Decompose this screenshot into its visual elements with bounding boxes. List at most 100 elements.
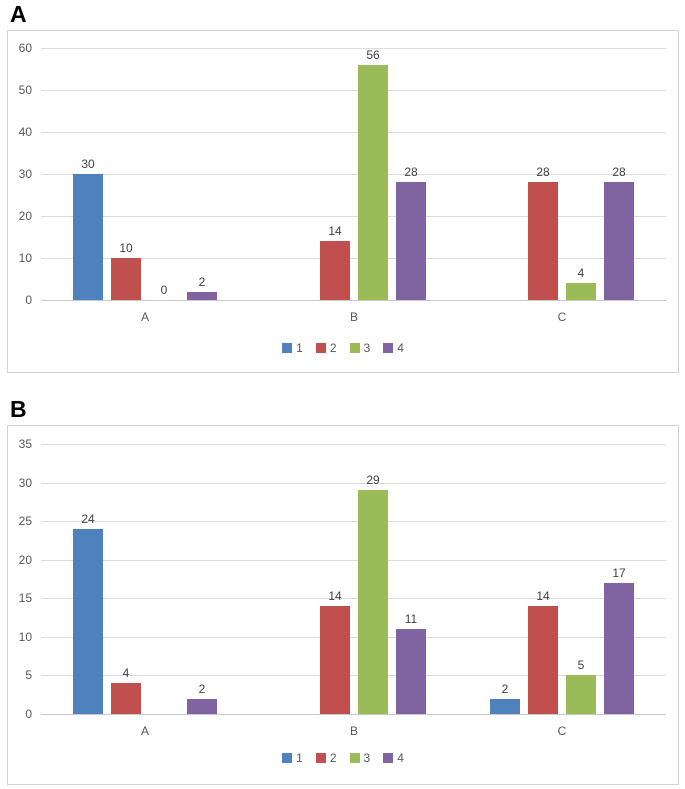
bar-series-2-cat-B xyxy=(320,241,350,300)
bar-series-3-cat-C xyxy=(566,283,596,300)
legend-item-2: 2 xyxy=(315,751,337,765)
x-axis-line xyxy=(41,300,666,301)
y-axis-tick-label: 30 xyxy=(18,167,32,181)
legend-swatch-icon xyxy=(282,753,293,763)
panel-b-title: B xyxy=(10,396,27,422)
legend-label: 1 xyxy=(296,341,303,355)
category-label: B xyxy=(349,310,358,324)
legend: 1 2 3 4 xyxy=(8,342,678,354)
legend-label: 2 xyxy=(329,751,337,765)
panel-a-title: A xyxy=(10,1,27,27)
y-axis-tick-label: 30 xyxy=(18,476,32,490)
bar-value-label: 56 xyxy=(366,48,380,62)
y-axis-tick-label: 10 xyxy=(18,251,32,265)
bar-series-1-cat-A xyxy=(73,174,103,300)
gridline xyxy=(41,675,666,676)
category-label: C xyxy=(557,724,567,738)
chart-block-b: B 0 5 10 15 20 25 30 35 A 24 4 2 B 14 29 11 C 2 14 5 17 1 2 3 4 xyxy=(0,397,685,785)
bar-value-label: 30 xyxy=(81,157,95,171)
legend-item-2: 2 xyxy=(315,341,337,355)
y-axis-tick-label: 10 xyxy=(18,630,32,644)
y-axis-tick-label: 40 xyxy=(18,125,32,139)
legend-item-1: 1 xyxy=(282,752,303,764)
bar-value-label: 0 xyxy=(160,283,168,297)
chart-b-panel: 0 5 10 15 20 25 30 35 A 24 4 2 B 14 29 11 C 2 14 5 17 1 2 3 4 xyxy=(7,425,679,785)
bar-series-2-cat-A xyxy=(111,683,141,714)
gridline xyxy=(41,637,666,638)
bar-series-4-cat-A xyxy=(187,699,217,714)
bar-series-3-cat-B xyxy=(358,490,388,714)
bar-series-4-cat-C xyxy=(604,182,634,300)
bar-series-3-cat-C xyxy=(566,675,596,714)
bar-value-label: 4 xyxy=(122,666,130,680)
bar-value-label: 4 xyxy=(577,266,585,280)
category-label: A xyxy=(140,724,149,738)
bar-series-4-cat-C xyxy=(604,583,634,714)
gridline xyxy=(41,521,666,522)
bar-value-label: 11 xyxy=(404,612,418,626)
legend-label: 3 xyxy=(363,341,371,355)
legend-label: 2 xyxy=(329,341,337,355)
bar-series-2-cat-A xyxy=(111,258,141,300)
y-axis-tick-label: 25 xyxy=(18,514,32,528)
y-axis-tick-label: 50 xyxy=(18,83,32,97)
category-label: B xyxy=(349,724,358,738)
bar-value-label: 28 xyxy=(536,165,550,179)
gridline xyxy=(41,132,666,133)
category-label: C xyxy=(557,310,567,324)
y-axis-tick-label: 15 xyxy=(18,591,32,605)
legend-swatch-icon xyxy=(315,753,326,763)
legend-item-1: 1 xyxy=(282,342,303,354)
bar-series-4-cat-B xyxy=(396,629,426,714)
y-axis-tick-label: 20 xyxy=(18,209,32,223)
chart-block-a: A 0 10 20 30 40 50 60 A 30 10 0 2 B 14 56 28 C 28 4 28 1 2 3 4 xyxy=(0,2,685,373)
legend-swatch-icon xyxy=(282,343,293,353)
bar-value-label: 14 xyxy=(328,224,342,238)
bar-series-4-cat-B xyxy=(396,182,426,300)
bar-series-2-cat-B xyxy=(320,606,350,714)
y-axis-tick-label: 0 xyxy=(25,707,32,721)
legend-label: 1 xyxy=(296,751,303,765)
bar-value-label: 2 xyxy=(501,682,509,696)
bar-value-label: 10 xyxy=(119,241,133,255)
legend-item-4: 4 xyxy=(383,752,404,764)
gridline xyxy=(41,48,666,49)
bar-series-1-cat-A xyxy=(73,529,103,714)
bar-value-label: 24 xyxy=(81,512,95,526)
legend-swatch-icon xyxy=(349,753,360,763)
gridline xyxy=(41,258,666,259)
bar-series-3-cat-B xyxy=(358,65,388,300)
gridline xyxy=(41,90,666,91)
gridline xyxy=(41,444,666,445)
bar-value-label: 14 xyxy=(536,589,550,603)
legend-swatch-icon xyxy=(349,343,360,353)
legend-label: 3 xyxy=(363,751,371,765)
legend-item-4: 4 xyxy=(383,342,404,354)
legend-swatch-icon xyxy=(383,753,394,763)
bar-value-label: 17 xyxy=(612,566,626,580)
gridline xyxy=(41,216,666,217)
legend-item-3: 3 xyxy=(349,341,371,355)
chart-a-panel: 0 10 20 30 40 50 60 A 30 10 0 2 B 14 56 28 C 28 4 28 1 2 3 4 xyxy=(7,30,679,373)
gridline xyxy=(41,483,666,484)
bar-value-label: 28 xyxy=(404,165,418,179)
y-axis-tick-label: 60 xyxy=(18,41,32,55)
legend: 1 2 3 4 xyxy=(8,752,678,764)
bar-value-label: 14 xyxy=(328,589,342,603)
bar-value-label: 5 xyxy=(577,658,585,672)
category-label: A xyxy=(140,310,149,324)
legend-swatch-icon xyxy=(383,343,394,353)
bar-value-label: 28 xyxy=(612,165,626,179)
bar-value-label: 29 xyxy=(366,473,380,487)
gridline xyxy=(41,560,666,561)
bar-value-label: 2 xyxy=(198,275,206,289)
gridline xyxy=(41,598,666,599)
y-axis-tick-label: 0 xyxy=(25,293,32,307)
bar-series-4-cat-A xyxy=(187,292,217,300)
y-axis-tick-label: 35 xyxy=(18,437,32,451)
legend-label: 4 xyxy=(397,751,404,765)
legend-swatch-icon xyxy=(315,343,326,353)
legend-item-3: 3 xyxy=(349,751,371,765)
x-axis-line xyxy=(41,714,666,715)
